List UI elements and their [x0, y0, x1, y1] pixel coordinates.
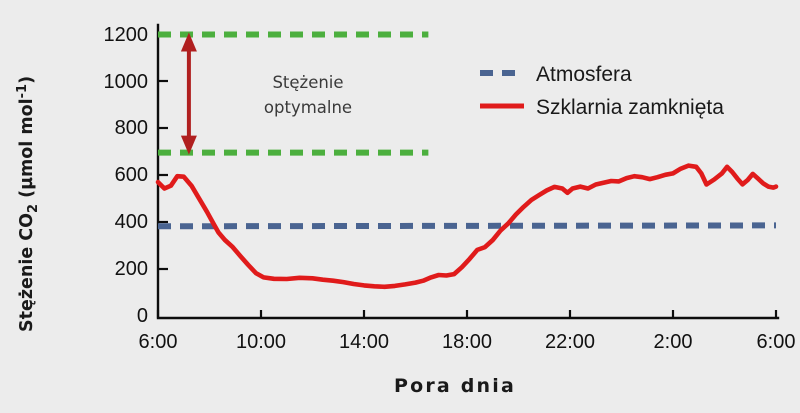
x-tick-label: 2:00	[654, 331, 693, 353]
data-series-layer	[155, 31, 779, 290]
y-tick-label: 400	[115, 211, 148, 233]
y-axis-title: Stężenie CO2 (µmol mol-1)	[15, 76, 41, 332]
y-tick-label: 1000	[104, 71, 149, 93]
x-tick-label: 14:00	[339, 331, 389, 353]
legend-label: Szklarnia zamknięta	[536, 96, 724, 119]
chart-axes	[156, 23, 780, 320]
x-tick-label: 18:00	[442, 331, 492, 353]
y-tick-label: 800	[115, 117, 148, 139]
arrow-head-up	[180, 32, 197, 52]
svg-text:Stężenie CO2 (µmol mol-1): Stężenie CO2 (µmol mol-1)	[15, 76, 41, 332]
x-axis-title: Pora dnia	[394, 375, 516, 397]
legend-item-atmosfera[interactable]: Atmosfera	[480, 63, 632, 86]
x-tick-label: 6:00	[139, 331, 178, 353]
x-tick-label: 6:00	[757, 331, 796, 353]
y-tick-label: 600	[115, 164, 148, 186]
y-axis-ticks	[158, 32, 168, 271]
y-axis-tick-labels: 1200 1000 800 600 400 200 0	[104, 24, 149, 327]
y-axis-title-unit-open: (µmol mol	[17, 98, 37, 204]
y-tick-label: 0	[137, 305, 148, 327]
y-axis-title-subscript: 2	[26, 204, 41, 213]
annotation-line-1: Stężenie	[272, 73, 343, 92]
series-line-atmosfera	[157, 222, 777, 230]
double-headed-arrow-icon	[180, 32, 197, 155]
y-axis-title-superscript: -1	[15, 84, 30, 98]
legend-label: Atmosfera	[536, 63, 632, 86]
x-axis-ticks	[156, 310, 778, 318]
x-axis-tick-labels: 6:00 10:00 14:00 18:00 22:00 2:00 6:00	[139, 331, 796, 353]
legend-item-szklarnia-zamknieta[interactable]: Szklarnia zamknięta	[480, 96, 724, 119]
chart-legend: Atmosfera Szklarnia zamknięta	[480, 63, 724, 119]
y-axis-title-main: Stężenie CO	[17, 213, 37, 332]
y-axis-title-unit-close: )	[17, 76, 37, 84]
y-tick-label: 200	[115, 258, 148, 280]
optimal-range-annotation: Stężenie optymalne	[180, 32, 352, 155]
x-tick-label: 10:00	[236, 331, 286, 353]
arrow-head-down	[180, 135, 197, 155]
annotation-line-2: optymalne	[264, 98, 352, 117]
y-tick-label: 1200	[104, 24, 149, 46]
series-line-szklarnia-zamkni-ta	[155, 163, 779, 290]
x-tick-label: 22:00	[545, 331, 595, 353]
